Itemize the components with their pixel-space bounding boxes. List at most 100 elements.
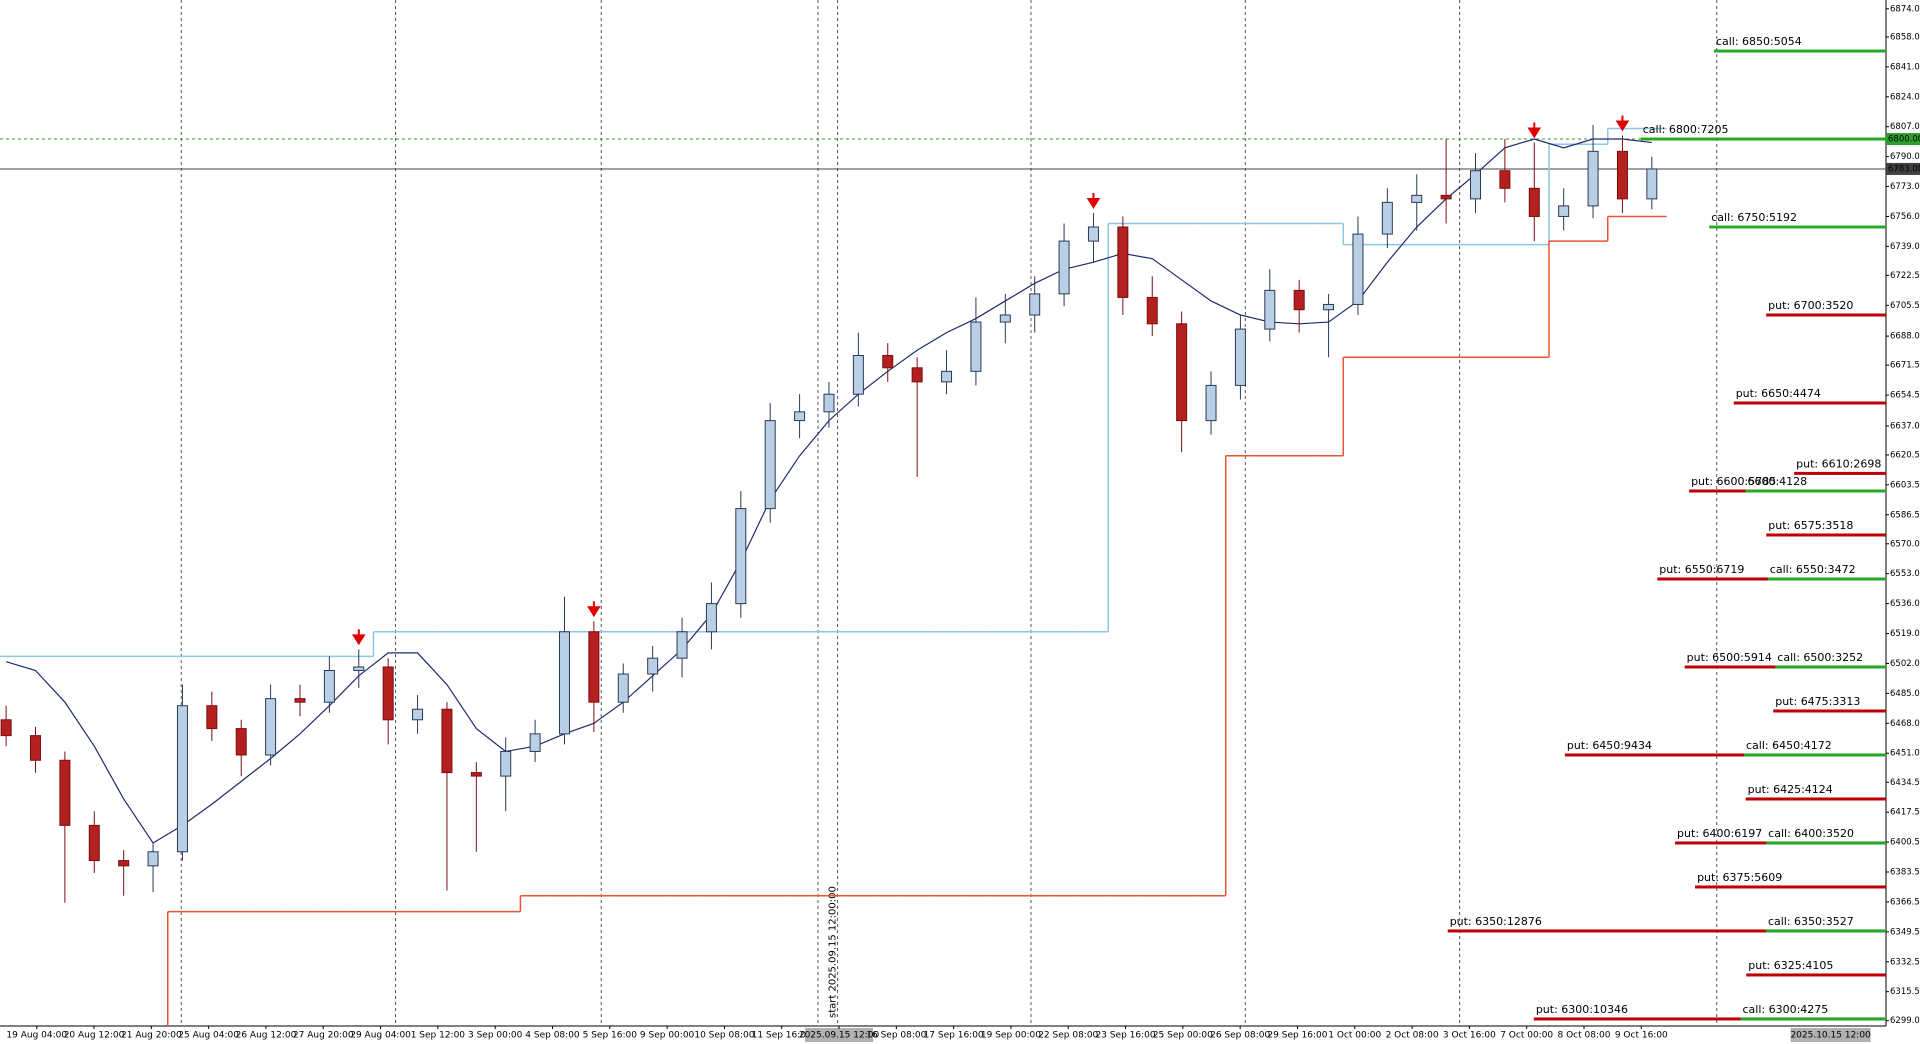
sell-signal [351,629,366,646]
option-level-label: put: 6550:6719 [1659,563,1744,576]
candle-body [88,824,100,862]
x-tick-label: 29 Aug 04:00 [350,1031,411,1041]
option-level-label: call: 6400:3520 [1768,827,1854,840]
candle-body [470,772,482,777]
candle-body [412,708,424,721]
candle-body [1146,296,1158,325]
y-tick-label: 6637.00 [1890,421,1920,431]
x-tick-label: 29 Sep 16:00 [1267,1031,1327,1041]
candle-body [294,698,306,703]
option-level-bar [1640,137,1886,141]
option-level-bar [1447,929,1886,933]
option-level-bar [1564,753,1886,757]
candle-body [823,393,835,413]
y-tick-label: 6603.50 [1890,480,1920,490]
candle-body [794,411,806,422]
x-tick-label: 26 Aug 12:00 [236,1031,297,1041]
candle-body [1323,303,1335,311]
option-level-label: call: 6450:4172 [1746,739,1832,752]
candle-body [617,673,629,703]
option-level-label: call: 6800:7205 [1643,123,1729,136]
candle-body [1117,226,1129,298]
candle-body [529,733,541,752]
x-tick-label: 17 Sep 16:00 [924,1031,984,1041]
y-tick-label: 6400.50 [1890,838,1920,848]
y-tick-label: 6586.50 [1890,510,1920,520]
x-tick-label: 7 Oct 00:00 [1500,1031,1553,1041]
price-tag [1886,133,1920,146]
y-tick-label: 6299.00 [1890,1016,1920,1026]
y-tick-label: 6485.00 [1890,689,1920,699]
y-tick-label: 6315.50 [1890,987,1920,997]
candle-body [735,508,747,605]
option-level-label: call: 6550:3472 [1770,563,1856,576]
candle-body [588,631,600,703]
option-level-label: call: 6850:5054 [1716,35,1802,48]
x-tick-label: 26 Sep 08:00 [1210,1031,1270,1041]
option-level-label: 6600:4128 [1747,475,1807,488]
candle-body [0,719,12,737]
time-label-box [1790,1028,1871,1042]
candle-body [1029,293,1041,316]
y-tick-label: 6620.50 [1890,450,1920,460]
y-tick-label: 6722.50 [1890,271,1920,281]
candle-body [59,759,71,826]
x-cursor-box [805,1028,874,1042]
x-tick-label: 10 Sep 08:00 [694,1031,754,1041]
y-tick-label: 6417.50 [1890,808,1920,818]
candle-body [911,367,923,383]
candle-body [647,657,659,675]
candle-body [176,705,188,853]
y-tick-label: 6519.00 [1890,629,1920,639]
y-tick-label: 6807.00 [1890,122,1920,132]
x-tick-label: 22 Sep 08:00 [1038,1031,1098,1041]
option-level-label: put: 6400:6197 [1677,827,1762,840]
candle-body [1381,201,1393,235]
candle-body [764,420,776,510]
x-tick-label: 4 Sep 08:00 [525,1031,580,1041]
candle-body [1558,205,1570,217]
y-tick-label: 6739.00 [1890,242,1920,252]
candle-body [1616,150,1628,200]
candle-body [1352,233,1364,305]
option-level-bar [1695,885,1886,889]
candle-body [1499,170,1511,189]
y-tick-label: 6451.00 [1890,749,1920,759]
sell-signal [1615,115,1630,132]
x-tick-label: 19 Sep 00:00 [981,1031,1041,1041]
candle-body [30,735,42,761]
candle-body [970,321,982,372]
candle-body [1411,194,1423,203]
candle-body [558,631,570,735]
candle-body [1176,323,1188,422]
candle-body [235,728,247,756]
candle-body [999,314,1011,323]
option-level-bar [1765,929,1886,933]
candle-body [1440,194,1452,200]
candle-body [676,631,688,659]
x-tick-label: 20 Aug 12:00 [64,1031,125,1041]
x-tick-label: 25 Sep 00:00 [1153,1031,1213,1041]
y-tick-label: 6366.50 [1890,897,1920,907]
y-tick-label: 6536.00 [1890,599,1920,609]
candle-body [1646,168,1658,200]
y-tick-label: 6570.00 [1890,539,1920,549]
y-tick-label: 6434.50 [1890,778,1920,788]
option-level-bar [1746,973,1886,977]
x-tick-label: 3 Sep 00:00 [468,1031,523,1041]
option-level-label: call: 6500:3252 [1777,651,1863,664]
candle-body [941,370,953,383]
y-tick-label: 6756.00 [1890,212,1920,222]
start-label: start 2025.09.15 12:00:00 [828,886,839,1018]
x-tick-label: 8 Oct 08:00 [1558,1031,1611,1041]
candle-body [1587,150,1599,207]
option-level-bar [1713,49,1886,53]
option-level-label: put: 6375:5609 [1697,871,1782,884]
option-level-bar [1794,471,1886,475]
option-level-bar [1745,489,1886,493]
y-tick-label: 6332.50 [1890,957,1920,967]
option-level-label: put: 6300:10346 [1536,1003,1628,1016]
option-level-bar [1766,533,1886,537]
